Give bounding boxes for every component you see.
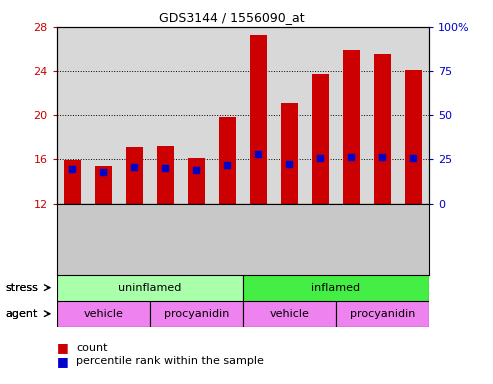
Bar <box>188 158 205 204</box>
Bar <box>243 275 429 301</box>
Bar <box>219 118 236 204</box>
Text: stress: stress <box>5 283 38 293</box>
Text: stress: stress <box>5 283 38 293</box>
Bar <box>57 301 150 327</box>
Text: ■: ■ <box>57 355 69 368</box>
Text: procyanidin: procyanidin <box>350 309 415 319</box>
Text: uninflamed: uninflamed <box>118 283 181 293</box>
Bar <box>336 301 429 327</box>
Text: procyanidin: procyanidin <box>164 309 229 319</box>
Text: agent: agent <box>5 309 37 319</box>
Bar <box>64 161 81 204</box>
Bar <box>405 70 422 204</box>
Text: vehicle: vehicle <box>269 309 309 319</box>
Bar <box>312 74 329 204</box>
Bar <box>374 55 391 204</box>
Bar <box>57 275 243 301</box>
Text: percentile rank within the sample: percentile rank within the sample <box>76 356 264 366</box>
Text: ■: ■ <box>57 341 69 354</box>
Bar <box>157 146 174 204</box>
Text: inflamed: inflamed <box>311 283 360 293</box>
Text: GDS3144 / 1556090_at: GDS3144 / 1556090_at <box>159 12 305 25</box>
Text: agent: agent <box>5 309 37 319</box>
Text: vehicle: vehicle <box>83 309 123 319</box>
Bar <box>95 166 112 204</box>
Bar <box>243 301 336 327</box>
Bar <box>281 103 298 204</box>
Bar <box>150 301 243 327</box>
Bar <box>343 50 360 204</box>
Text: count: count <box>76 343 108 353</box>
Bar <box>126 147 143 204</box>
Bar <box>250 35 267 204</box>
